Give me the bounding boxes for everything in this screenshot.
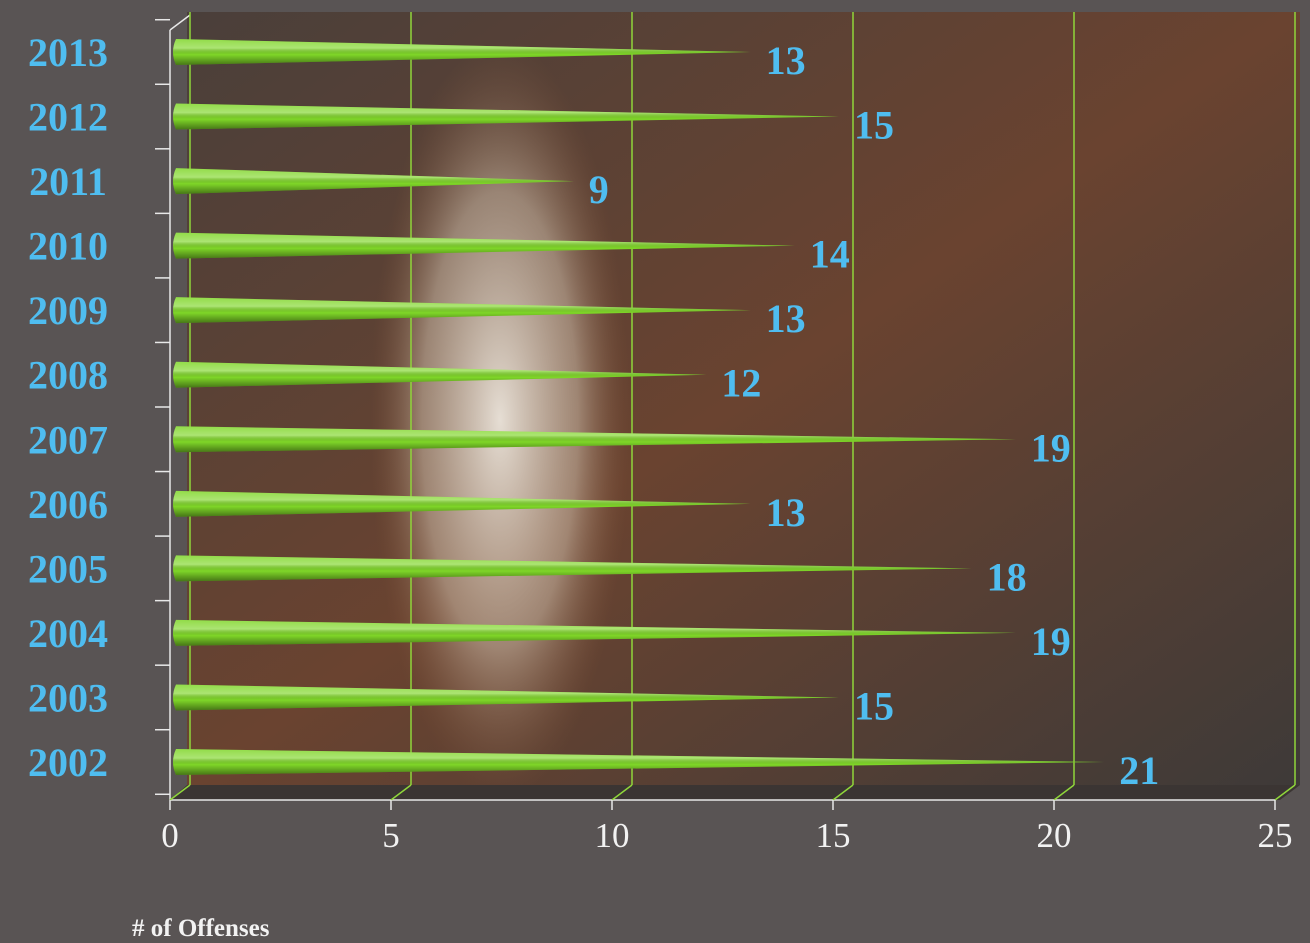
cone-shade — [173, 103, 839, 130]
grid-line-depth — [832, 784, 854, 801]
value-label: 19 — [1031, 425, 1071, 470]
y-tick-label: 2010 — [28, 224, 108, 269]
value-label: 15 — [854, 683, 894, 728]
y-tick-label: 2003 — [28, 675, 108, 720]
value-label: 21 — [1119, 748, 1159, 793]
flame — [370, 40, 630, 800]
value-label: 13 — [766, 38, 806, 83]
cone-shade — [173, 297, 751, 324]
cone-shade — [173, 490, 751, 517]
y-tick-label: 2008 — [28, 353, 108, 398]
grid-line-depth — [390, 784, 412, 801]
cone-shade — [173, 168, 574, 195]
x-tick-label: 15 — [816, 816, 851, 855]
y-tick-label: 2007 — [28, 417, 108, 462]
value-label: 12 — [721, 361, 761, 406]
plot: 0 5 10 15 20 25 2002 21 2003 15 2004 19 2005 18 2006 13… — [28, 12, 1296, 855]
grid-line-depth — [1274, 784, 1296, 801]
y-tick-label: 2005 — [28, 546, 108, 591]
value-label: 14 — [810, 232, 850, 277]
x-tick-label: 25 — [1258, 816, 1293, 855]
grid-line-depth — [169, 784, 191, 801]
cone-shade — [173, 555, 972, 582]
x-tick-label: 20 — [1037, 816, 1072, 855]
cone-shade — [173, 426, 1016, 453]
value-label: 9 — [589, 167, 609, 212]
value-label: 15 — [854, 103, 894, 148]
cone-shade — [173, 39, 751, 65]
value-label: 13 — [766, 296, 806, 341]
background — [170, 12, 1300, 800]
grid-line-depth — [611, 784, 633, 801]
y-tick-label: 2012 — [28, 95, 108, 140]
value-label: 13 — [766, 490, 806, 535]
y-tick-label: 2009 — [28, 288, 108, 333]
cone-shade — [173, 361, 707, 388]
value-label: 18 — [987, 554, 1027, 599]
y-tick-label: 2004 — [28, 611, 108, 656]
x-tick-label: 5 — [382, 816, 400, 855]
x-tick-label: 10 — [595, 816, 630, 855]
y-tick-label: 2013 — [28, 30, 108, 75]
y-tick-label: 2011 — [29, 159, 107, 204]
y-tick-label: 2006 — [28, 482, 108, 527]
cone-shade — [173, 619, 1016, 646]
y-axis-depth — [169, 14, 191, 31]
y-tick-label: 2002 — [28, 740, 108, 785]
grid-line-depth — [1053, 784, 1075, 801]
cone-shade — [173, 232, 795, 259]
x-axis-label: # of Offenses — [132, 915, 270, 942]
x-tick-label: 0 — [161, 816, 179, 855]
cone-shade — [173, 684, 839, 711]
value-label: 19 — [1031, 619, 1071, 664]
floor — [170, 785, 1300, 800]
cone-shade — [173, 749, 1105, 775]
